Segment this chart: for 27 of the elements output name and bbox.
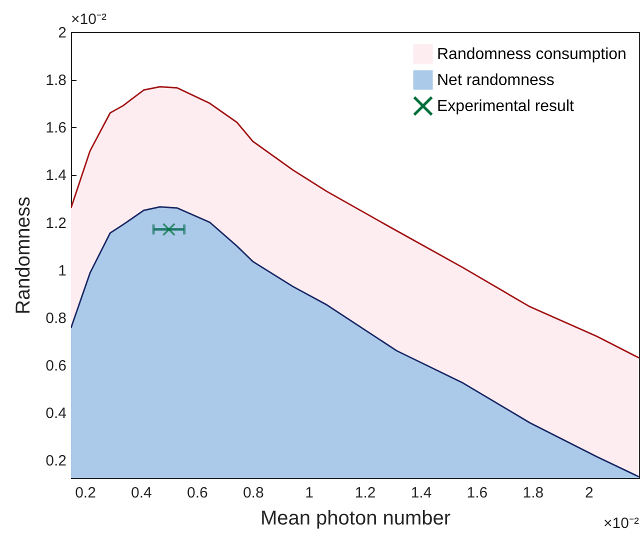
legend-label: Randomness consumption [437, 46, 626, 63]
y-tick-label: 0.4 [46, 405, 66, 422]
y-tick-label: 0.8 [46, 310, 66, 327]
legend-label: Experimental result [437, 98, 574, 115]
y-tick-label: 1 [58, 262, 66, 280]
y-tick-label: 2 [58, 24, 66, 42]
y-tick-label: 1.6 [46, 120, 66, 137]
x-tick-label: 0.4 [131, 484, 152, 502]
y-tick-label: 1.8 [46, 72, 66, 90]
x-tick-label: 1.2 [354, 484, 376, 502]
x-tick-label: 2 [584, 484, 594, 502]
y-tick-label: 1.2 [46, 214, 66, 232]
x-tick-label: 0.6 [186, 484, 208, 502]
x-axis-title: Mean photon number [260, 508, 451, 530]
x-tick-label: 1.6 [466, 484, 488, 502]
y-axis-title: Randomness [12, 196, 35, 314]
y-tick-label: 1.4 [46, 167, 66, 184]
x-tick-label: 1.8 [522, 484, 544, 502]
y-tick-label: 0.6 [46, 358, 66, 375]
x-tick-label: 0.2 [75, 484, 96, 502]
y-tick-label: 0.2 [46, 452, 66, 470]
text: ×10⁻² [604, 515, 639, 532]
x-tick-label: 1 [305, 484, 314, 502]
text: ×10⁻² [71, 11, 106, 28]
x-tick-label: 0.8 [242, 484, 264, 502]
legend-label: Net randomness [437, 72, 554, 89]
x-tick-label: 1.4 [410, 484, 432, 502]
